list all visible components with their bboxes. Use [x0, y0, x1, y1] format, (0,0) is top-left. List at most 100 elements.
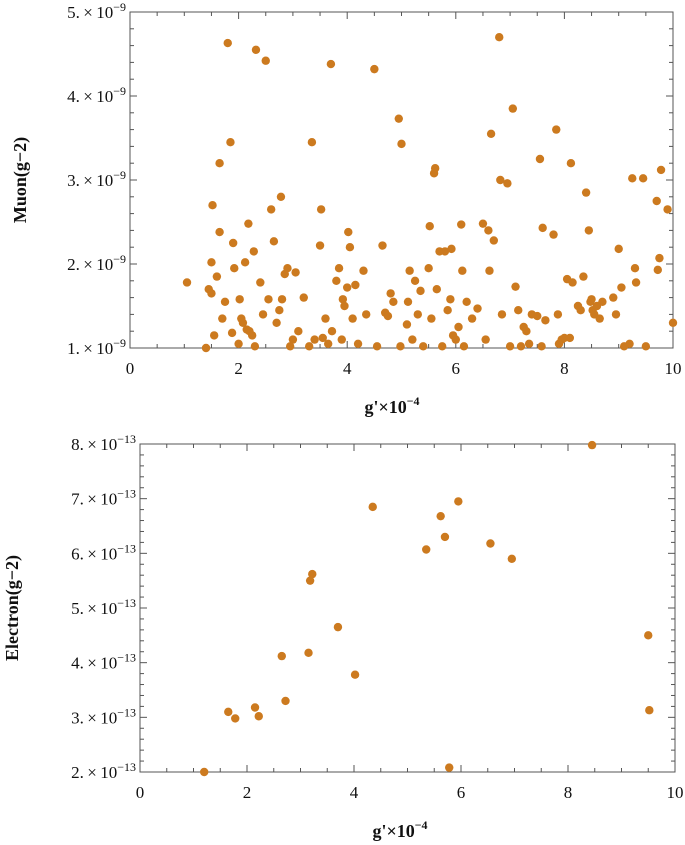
data-point — [443, 306, 452, 315]
data-point — [537, 342, 546, 351]
data-point — [318, 333, 327, 343]
data-point — [430, 164, 440, 173]
data-point — [247, 331, 257, 340]
data-point — [432, 285, 441, 294]
data-point — [261, 56, 270, 65]
data-point — [533, 311, 542, 321]
data-point — [344, 227, 353, 237]
data-point — [403, 297, 413, 306]
data-point — [514, 306, 523, 315]
y-tick-label: 3. × 10−9 — [67, 168, 126, 190]
data-point — [524, 339, 534, 348]
x-tick-labels: 0 2 4 6 8 10 — [126, 359, 682, 378]
data-point — [454, 322, 463, 332]
data-point — [668, 318, 678, 327]
data-point — [485, 266, 494, 275]
data-point — [473, 304, 482, 313]
data-point — [427, 314, 436, 323]
axis-ticks — [129, 11, 674, 349]
data-point — [565, 333, 575, 343]
data-point — [507, 554, 517, 563]
data-point — [457, 220, 466, 229]
data-point — [256, 278, 265, 287]
data-point — [614, 244, 623, 254]
data-point — [408, 335, 417, 344]
data-point — [419, 342, 428, 351]
x-tick-label: 10 — [665, 359, 682, 378]
data-point — [337, 335, 346, 344]
data-point — [458, 266, 467, 275]
y-tick-label: 6. × 10−13 — [71, 541, 136, 563]
data-point — [340, 301, 349, 311]
data-point — [410, 276, 420, 285]
x-tick-labels: 0 2 4 6 8 10 — [136, 783, 684, 802]
data-point — [645, 706, 654, 715]
data-points — [182, 33, 678, 353]
data-point — [652, 196, 661, 206]
data-point — [396, 342, 405, 351]
data-point — [405, 266, 414, 275]
axis-ticks — [139, 443, 676, 773]
data-point — [581, 188, 591, 197]
data-point — [436, 511, 445, 521]
data-point — [628, 174, 637, 183]
x-tick-label: 8 — [564, 783, 573, 802]
data-point — [422, 545, 431, 554]
data-point — [402, 320, 412, 329]
data-point — [553, 310, 563, 319]
data-point — [511, 282, 520, 291]
data-point — [389, 297, 398, 306]
data-point — [362, 310, 371, 319]
x-axis-label: g'×10−4 — [364, 394, 419, 417]
data-point — [269, 237, 279, 246]
data-point — [630, 264, 640, 273]
data-point — [503, 179, 512, 188]
data-point — [326, 59, 336, 69]
data-point — [587, 440, 597, 450]
y-tick-label: 5. × 10−13 — [71, 596, 136, 618]
data-point — [656, 165, 666, 175]
data-point — [310, 335, 319, 344]
data-point — [305, 576, 315, 585]
data-point — [258, 310, 268, 319]
data-point — [394, 114, 403, 123]
data-point — [272, 318, 281, 327]
data-point — [234, 339, 243, 348]
x-tick-label: 2 — [234, 359, 243, 378]
data-point — [207, 258, 216, 267]
data-point — [566, 159, 576, 168]
data-point — [522, 327, 531, 336]
data-point — [516, 342, 526, 351]
y-axis-label: Electron(g−2) — [2, 555, 23, 661]
data-point — [209, 331, 219, 340]
data-point — [641, 342, 651, 351]
data-point — [438, 342, 447, 351]
plot-frame — [139, 443, 676, 773]
data-point — [459, 342, 469, 351]
data-point — [208, 201, 217, 210]
data-point — [489, 236, 499, 245]
x-tick-label: 2 — [243, 783, 252, 802]
data-point — [228, 238, 238, 248]
data-point — [579, 272, 588, 281]
x-tick-label: 10 — [667, 783, 684, 802]
data-point — [584, 226, 594, 235]
data-point — [508, 104, 518, 113]
data-point — [644, 631, 653, 640]
data-point — [250, 703, 260, 712]
data-point — [425, 222, 434, 231]
data-point — [467, 314, 477, 323]
data-point — [238, 318, 248, 327]
data-point — [345, 243, 355, 252]
data-point — [333, 622, 343, 632]
data-point — [212, 272, 222, 281]
data-point — [386, 289, 395, 298]
y-tick-label: 2. × 10−13 — [71, 760, 136, 782]
data-point — [663, 205, 672, 214]
data-point — [368, 502, 377, 512]
data-point — [397, 139, 406, 149]
data-point — [223, 38, 232, 48]
data-point — [285, 342, 295, 351]
data-point — [200, 767, 209, 777]
data-point — [655, 253, 664, 263]
